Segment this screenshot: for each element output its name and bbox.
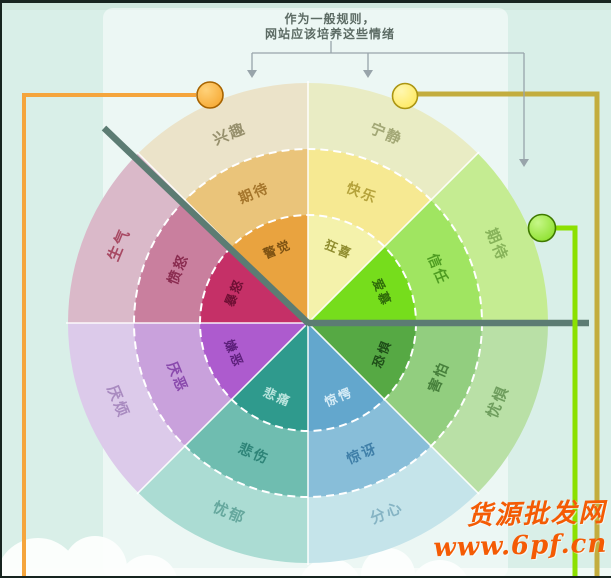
wheel-sector-distraction-ring-2 [308, 323, 385, 432]
annotation-line2: 网站应该培养这些情绪 [264, 27, 395, 41]
wheel-sector-apprehension-ring-0 [431, 323, 548, 493]
wheel-sector-serenity-ring-1 [308, 149, 431, 247]
wheel-sector-pensiveness-ring-2 [231, 323, 308, 432]
green-frame-line [554, 225, 578, 578]
watermark-line2: www.6pf.cn [433, 528, 608, 564]
sector-divider-line [136, 322, 309, 495]
wheel-sector-boredom-ring-0 [68, 323, 185, 493]
bottom-edge [0, 576, 611, 578]
yellow-marker-circle [391, 82, 419, 110]
axis-diagonal [101, 125, 312, 327]
wheel-sector-acceptance-ring-0 [431, 153, 548, 323]
wheel-sector-interest-ring-0 [138, 83, 308, 200]
wheel-sector-distraction-ring-0 [308, 446, 478, 563]
wheel-sector-pensiveness-ring-0 [138, 446, 308, 563]
wheel-sector-acceptance-ring-2 [308, 246, 417, 323]
wheel-sector-annoyance-ring-2 [199, 246, 308, 323]
top-band [0, 0, 611, 10]
wheel-sector-distraction-ring-1 [308, 399, 431, 497]
wheel-sector-serenity-ring-2 [308, 214, 385, 323]
annotation-note: 作为一般规则， 网站应该培养这些情绪 [230, 12, 430, 42]
wheel-sector-annoyance-ring-0 [68, 153, 185, 323]
wheel-sector-pensiveness-ring-1 [185, 399, 308, 497]
orange-marker-circle [196, 81, 224, 109]
sector-divider-line [307, 151, 480, 324]
cloud-shape [0, 536, 611, 578]
wheel-sector-serenity-ring-0 [308, 83, 478, 200]
wheel-sector-interest-ring-1 [185, 149, 308, 247]
wheel-sector-apprehension-ring-1 [384, 323, 482, 446]
arrow-down-icon [247, 70, 257, 78]
left-edge [0, 0, 2, 578]
wheel-sector-boredom-ring-1 [134, 323, 232, 446]
annotation-line1: 作为一般规则， [284, 12, 376, 26]
top-edge [0, 0, 611, 3]
wheel-sector-apprehension-ring-2 [308, 323, 417, 400]
sector-divider-line [307, 322, 480, 495]
watermark-line1: 货源批发网 [466, 497, 607, 532]
annotation-connector [251, 41, 525, 160]
orange-frame-line [22, 93, 196, 578]
wheel-sector-acceptance-ring-1 [384, 200, 482, 323]
wheel-sector-boredom-ring-2 [199, 323, 308, 400]
wheel-sector-interest-ring-2 [231, 214, 308, 323]
watermark: 货源批发网 www.6pf.cn [432, 497, 608, 565]
arrow-down-icon [363, 70, 373, 78]
green-marker-circle [527, 213, 557, 243]
olive-frame-line [417, 91, 600, 578]
arrow-down-icon [519, 159, 529, 167]
